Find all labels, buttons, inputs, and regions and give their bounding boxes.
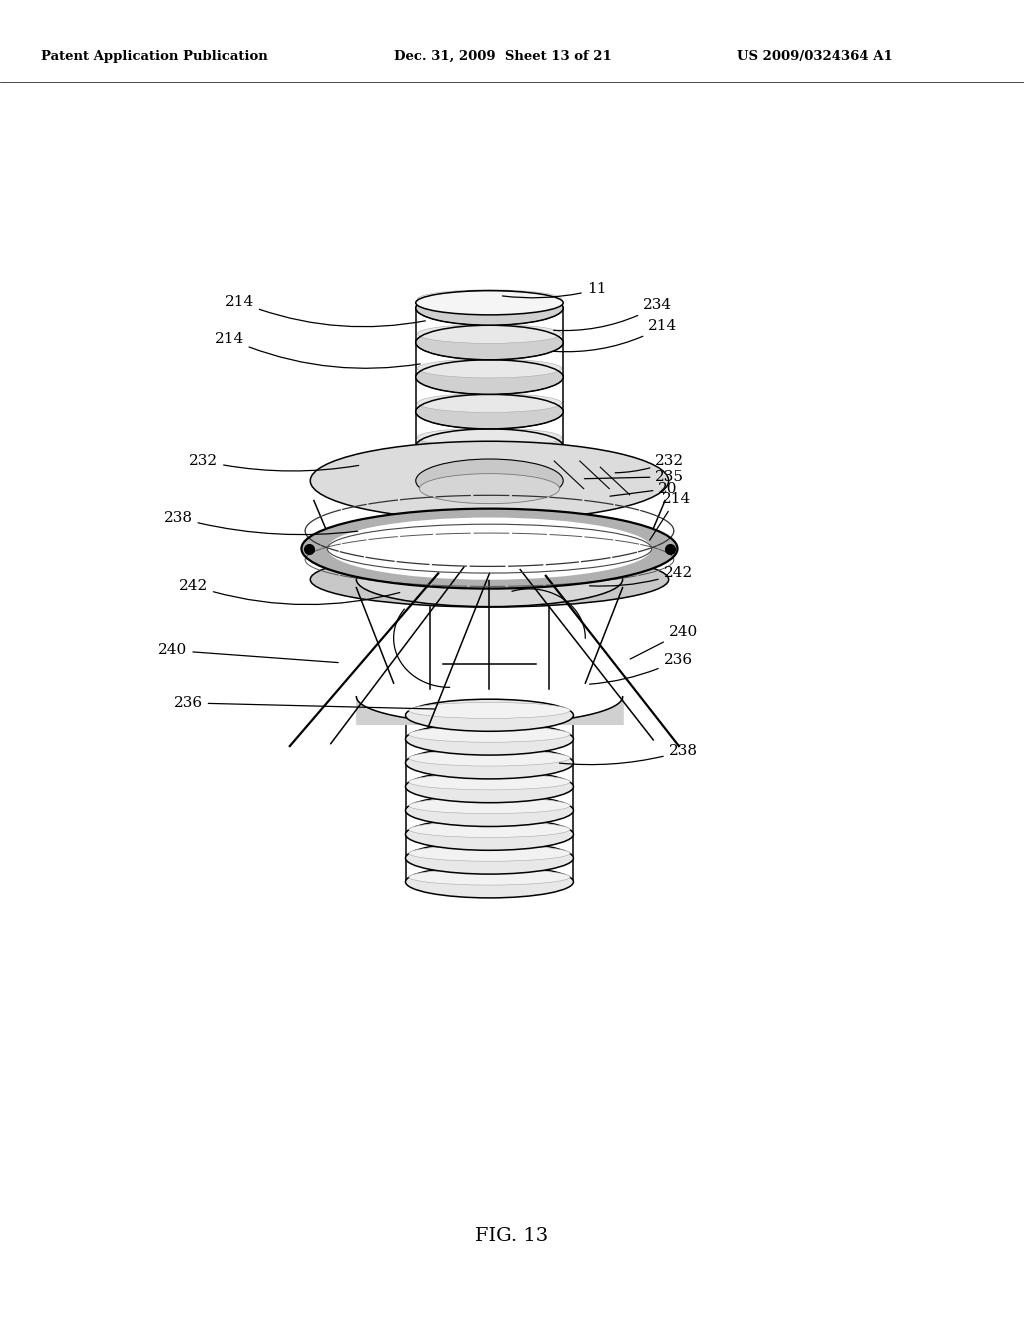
Text: 232: 232	[615, 454, 684, 473]
Ellipse shape	[409, 774, 570, 789]
Ellipse shape	[416, 290, 563, 325]
Ellipse shape	[406, 771, 573, 803]
Ellipse shape	[406, 866, 573, 898]
Ellipse shape	[406, 842, 573, 874]
Polygon shape	[319, 449, 409, 487]
Text: 238: 238	[164, 511, 357, 535]
Polygon shape	[570, 449, 659, 487]
Ellipse shape	[416, 463, 563, 498]
Text: 214: 214	[649, 492, 691, 540]
Text: 214: 214	[554, 319, 678, 351]
Ellipse shape	[416, 429, 563, 463]
Ellipse shape	[406, 700, 573, 731]
Ellipse shape	[406, 723, 573, 755]
Text: 11: 11	[503, 282, 606, 298]
Text: 214: 214	[214, 331, 420, 368]
Ellipse shape	[416, 395, 563, 429]
Text: 242: 242	[590, 566, 693, 586]
Text: 236: 236	[590, 652, 692, 684]
Text: 214: 214	[224, 294, 425, 327]
Ellipse shape	[301, 508, 678, 589]
Text: 242: 242	[178, 578, 399, 605]
Ellipse shape	[409, 869, 570, 886]
Ellipse shape	[417, 290, 562, 309]
Text: 20: 20	[610, 482, 678, 496]
Ellipse shape	[409, 750, 570, 766]
Text: 235: 235	[585, 470, 684, 484]
Ellipse shape	[356, 552, 623, 607]
Ellipse shape	[416, 290, 563, 315]
Ellipse shape	[409, 726, 570, 742]
Ellipse shape	[328, 517, 651, 579]
Ellipse shape	[310, 441, 669, 520]
Ellipse shape	[417, 359, 562, 378]
Ellipse shape	[406, 818, 573, 850]
Text: 240: 240	[630, 624, 698, 659]
Ellipse shape	[417, 393, 562, 412]
Text: 238: 238	[559, 744, 697, 764]
Ellipse shape	[420, 474, 559, 504]
Ellipse shape	[409, 797, 570, 813]
Ellipse shape	[409, 702, 570, 718]
Text: FIG. 13: FIG. 13	[475, 1228, 549, 1245]
Ellipse shape	[416, 360, 563, 395]
Ellipse shape	[406, 795, 573, 826]
Text: 234: 234	[554, 298, 672, 330]
Ellipse shape	[310, 552, 669, 607]
Ellipse shape	[416, 325, 563, 360]
Ellipse shape	[417, 462, 562, 482]
Ellipse shape	[406, 747, 573, 779]
Ellipse shape	[409, 845, 570, 861]
Text: 240: 240	[158, 643, 338, 663]
Ellipse shape	[409, 821, 570, 837]
Text: Dec. 31, 2009  Sheet 13 of 21: Dec. 31, 2009 Sheet 13 of 21	[394, 50, 612, 63]
Ellipse shape	[417, 325, 562, 343]
Text: US 2009/0324364 A1: US 2009/0324364 A1	[737, 50, 893, 63]
Ellipse shape	[417, 428, 562, 447]
Text: 236: 236	[174, 696, 435, 710]
Text: Patent Application Publication: Patent Application Publication	[41, 50, 267, 63]
Ellipse shape	[416, 459, 563, 503]
Text: 232: 232	[189, 454, 358, 471]
